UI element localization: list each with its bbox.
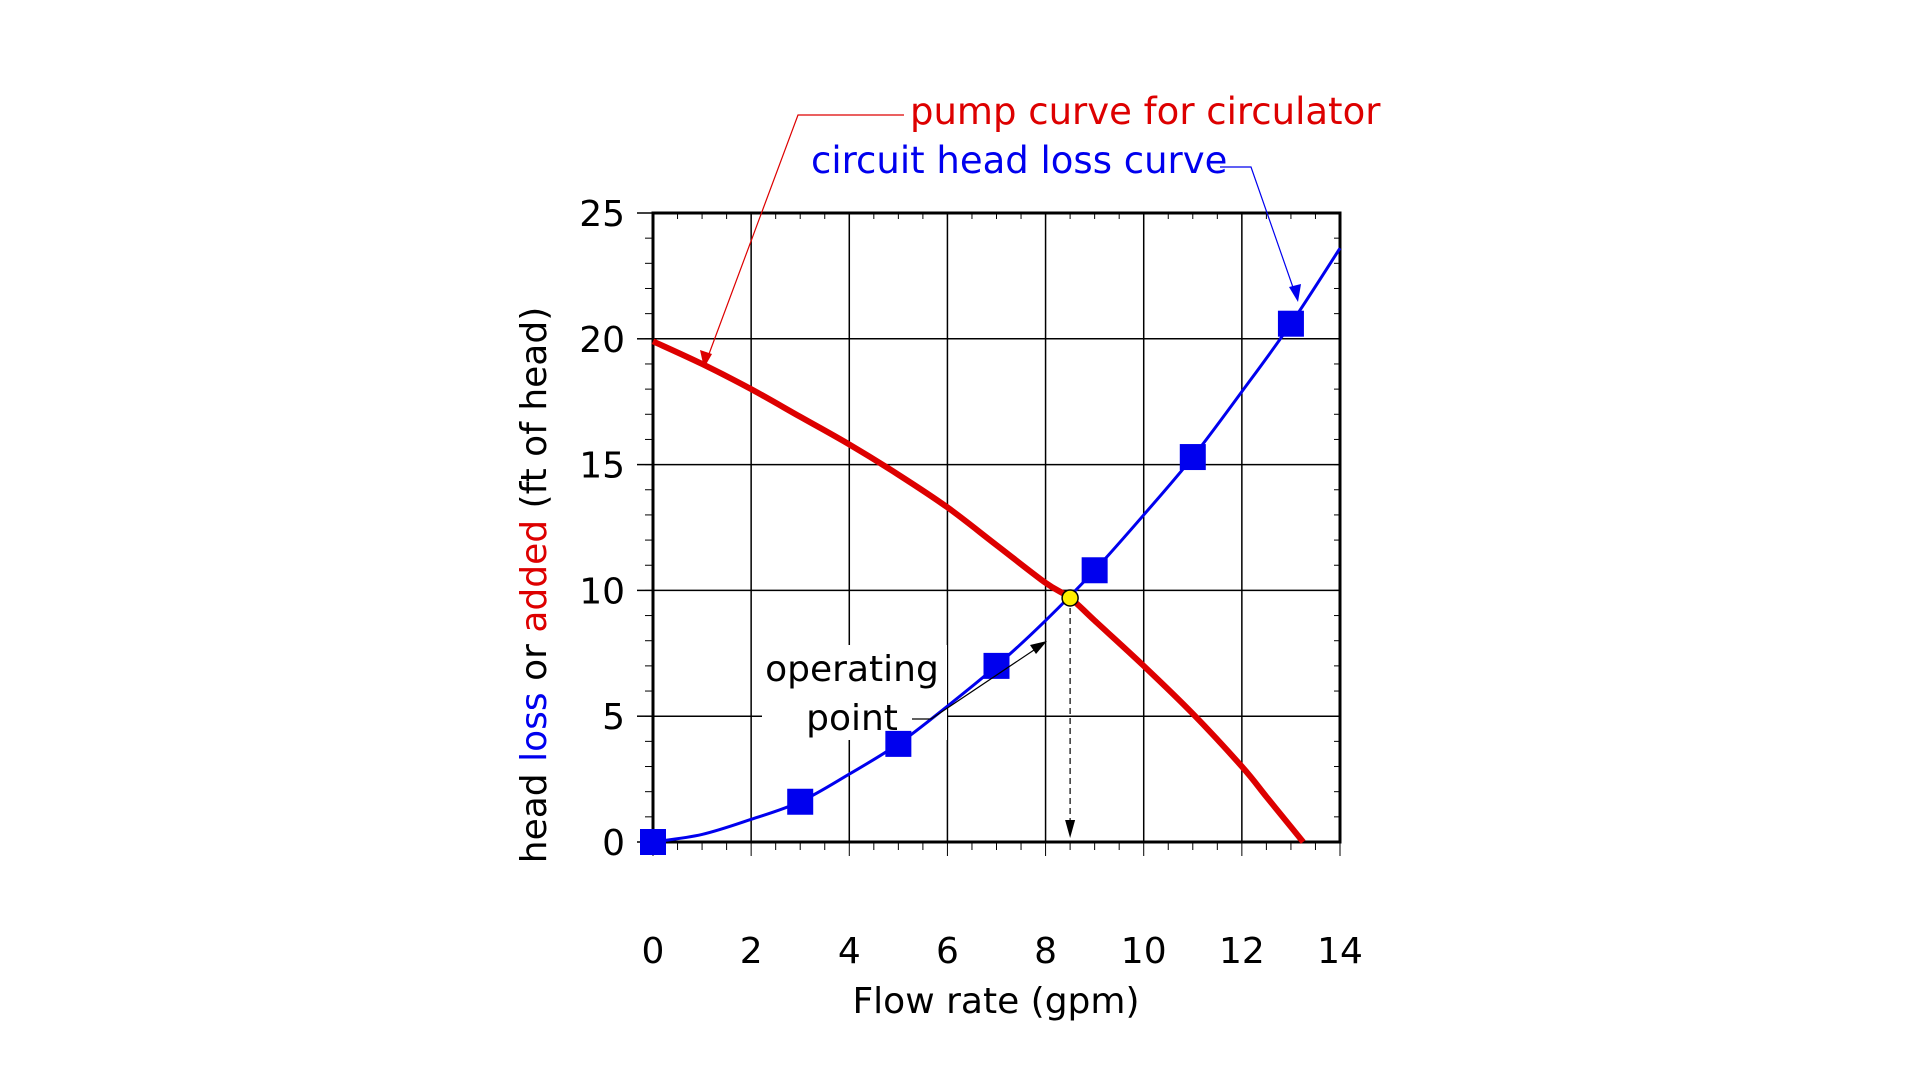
y-axis-label-part: or (514, 633, 555, 693)
loss-data-marker (1179, 444, 1206, 471)
operating-point-arrowhead (1030, 641, 1047, 654)
x-tick-label: 14 (1317, 931, 1363, 972)
loss-curve-label: circuit head loss curve (811, 139, 1227, 182)
loss-label-arrowhead (1289, 284, 1301, 302)
x-tick-label: 12 (1219, 931, 1265, 972)
loss-data-marker (1081, 557, 1108, 584)
loss-data-marker (885, 730, 912, 757)
tick-labels: 0 2 4 6 8 10 12 14 0 5 10 15 20 25 (579, 194, 1363, 972)
operating-point-leader (912, 645, 1041, 720)
x-tick-label: 10 (1121, 931, 1167, 972)
x-tick-label: 2 (740, 931, 763, 972)
pump-curve-line (651, 338, 1306, 844)
y-tick-label: 20 (579, 320, 625, 361)
x-tick-label: 4 (838, 931, 861, 972)
y-axis-label: head loss or added (ft of head) (514, 307, 555, 864)
pump-curve-label: pump curve for circulator (910, 90, 1381, 133)
grid (652, 212, 1341, 843)
x-axis-label: Flow rate (gpm) (852, 981, 1139, 1022)
pump-label-leader (705, 114, 904, 363)
x-tick-label: 0 (642, 931, 665, 972)
y-tick-label: 25 (579, 194, 625, 235)
y-tick-label: 5 (602, 697, 625, 738)
y-tick-label: 10 (579, 571, 625, 612)
loss-data-marker (1277, 310, 1304, 337)
y-axis-label-part: added (514, 520, 555, 633)
series (640, 247, 1342, 855)
loss-data-marker (640, 829, 666, 855)
loss-label-leader (1220, 166, 1297, 297)
x-tick-label: 8 (1034, 931, 1057, 972)
operating-point-label-line1: operating (765, 649, 939, 690)
loss-curve-line (652, 247, 1342, 844)
operating-point-drop-arrowhead (1065, 820, 1076, 838)
operating-point-label-background (762, 645, 947, 740)
pump-label-arrowhead (700, 350, 712, 368)
y-axis-label-part: (ft of head) (514, 307, 555, 520)
operating-point-label-line2: point (806, 698, 898, 739)
y-axis-label-part: head (514, 762, 555, 863)
plot-frame (651, 211, 1342, 844)
x-tick-label: 6 (936, 931, 959, 972)
y-tick-label: 15 (579, 446, 625, 487)
y-tick-label: 0 (602, 823, 625, 864)
operating-point-marker (1061, 589, 1079, 607)
loss-data-marker (787, 788, 814, 815)
y-axis-label-part: loss (514, 692, 555, 762)
